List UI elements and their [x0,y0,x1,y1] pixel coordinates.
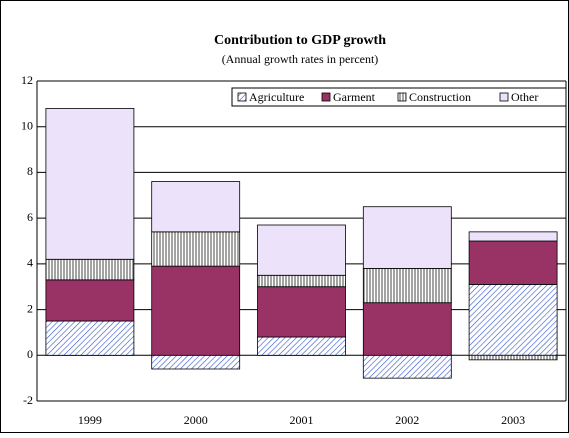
x-tick-label: 1999 [78,413,102,427]
chart-title: Contribution to GDP growth [214,33,386,48]
x-tick-label: 2002 [395,413,419,427]
bar-segment [151,231,241,267]
legend-label: Other [511,90,538,104]
y-tick-label: 6 [27,210,33,224]
bar-segment [45,108,135,260]
bar-segment [362,354,452,379]
bar-segment [151,354,241,370]
bar-segment [468,284,558,356]
bar-segment [362,206,452,269]
y-tick-label: 4 [27,256,33,270]
y-tick-label: 8 [27,164,33,178]
legend-swatch [499,92,509,102]
y-tick-label: 0 [27,347,33,361]
y-tick-label: -2 [23,393,33,407]
bar-segment [468,231,558,242]
legend-swatch [237,92,247,102]
bar-segment [257,274,346,288]
y-tick-label: 12 [21,73,33,87]
chart-subtitle: (Annual growth rates in percent) [222,52,379,66]
y-tick-label: 2 [27,301,33,315]
bar-segment [151,181,241,233]
bar-segment [362,302,452,356]
y-tick-label: 10 [21,118,33,132]
bar-segment [257,224,346,276]
bar-segment [468,240,558,285]
bar-segment [45,258,135,281]
bar-segment [257,336,346,356]
x-tick-label: 2003 [501,413,525,427]
bar-segment [468,354,558,361]
legend-label: Construction [409,90,471,104]
legend-swatch [321,92,331,102]
bar-segment [45,279,135,322]
bar-segment [45,320,135,356]
bar-segment [362,268,452,304]
legend-label: Garment [333,90,376,104]
x-tick-label: 2001 [290,413,314,427]
legend-label: Agriculture [249,90,304,104]
x-tick-label: 2000 [184,413,208,427]
bar-segment [257,286,346,338]
legend-swatch [397,92,407,102]
bar-segment [151,265,241,356]
